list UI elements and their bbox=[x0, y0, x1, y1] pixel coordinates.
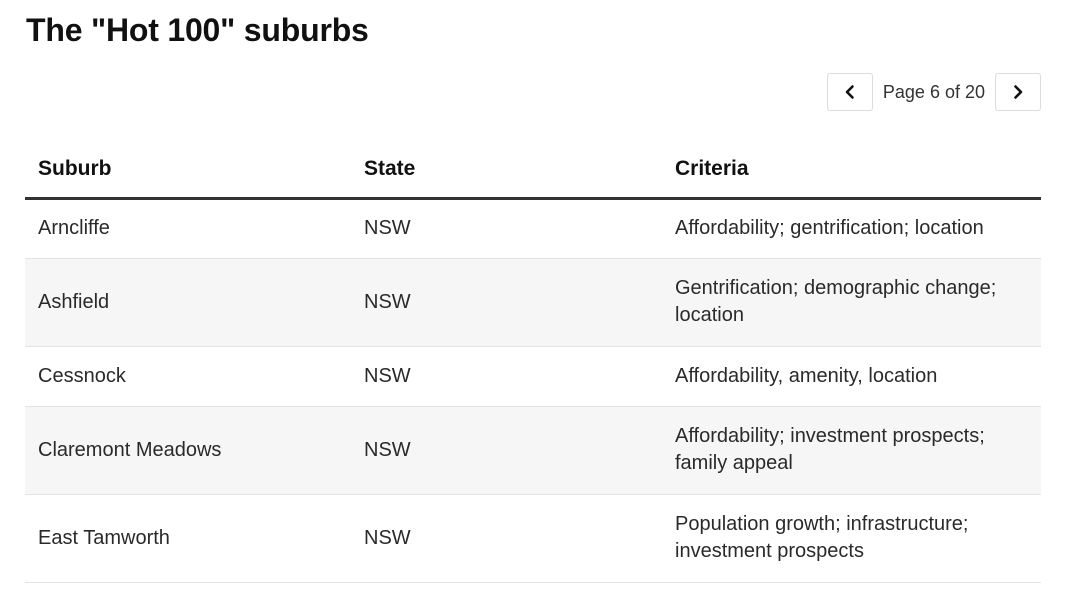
state-cell: NSW bbox=[351, 406, 662, 495]
column-header-state: State bbox=[351, 142, 662, 200]
table-row: Ashfield NSW Gentrification; demographic… bbox=[25, 258, 1041, 347]
suburb-cell: Ashfield bbox=[25, 258, 351, 347]
state-cell: NSW bbox=[351, 198, 662, 259]
criteria-cell: Population growth; infrastructure; inves… bbox=[662, 494, 1041, 583]
table-row: Cessnock NSW Affordability, amenity, loc… bbox=[25, 346, 1041, 407]
suburb-cell: Arncliffe bbox=[25, 198, 351, 259]
table-row: Arncliffe NSW Affordability; gentrificat… bbox=[25, 198, 1041, 259]
table-header-row: Suburb State Criteria bbox=[25, 142, 1041, 200]
criteria-cell: Affordability; gentrification; location bbox=[662, 198, 1041, 259]
suburbs-table: Suburb State Criteria Arncliffe NSW Affo… bbox=[25, 142, 1041, 583]
suburb-cell: Cessnock bbox=[25, 346, 351, 407]
state-cell: NSW bbox=[351, 346, 662, 407]
state-cell: NSW bbox=[351, 494, 662, 583]
column-header-criteria: Criteria bbox=[662, 142, 1041, 200]
pagination: Page 6 of 20 bbox=[826, 72, 1041, 112]
next-page-button[interactable] bbox=[995, 73, 1041, 111]
table-row: East Tamworth NSW Population growth; inf… bbox=[25, 494, 1041, 583]
page-title: The "Hot 100" suburbs bbox=[26, 12, 369, 48]
suburb-cell: Claremont Meadows bbox=[25, 406, 351, 495]
criteria-cell: Affordability; investment prospects; fam… bbox=[662, 406, 1041, 495]
criteria-cell: Gentrification; demographic change; loca… bbox=[662, 258, 1041, 347]
chevron-left-icon bbox=[845, 85, 854, 99]
chevron-right-icon bbox=[1014, 85, 1023, 99]
table-row: Claremont Meadows NSW Affordability; inv… bbox=[25, 406, 1041, 495]
state-cell: NSW bbox=[351, 258, 662, 347]
previous-page-button[interactable] bbox=[826, 73, 873, 111]
page-indicator: Page 6 of 20 bbox=[882, 81, 985, 102]
criteria-cell: Affordability, amenity, location bbox=[662, 346, 1041, 407]
column-header-suburb: Suburb bbox=[25, 142, 351, 200]
suburb-cell: East Tamworth bbox=[25, 494, 351, 583]
